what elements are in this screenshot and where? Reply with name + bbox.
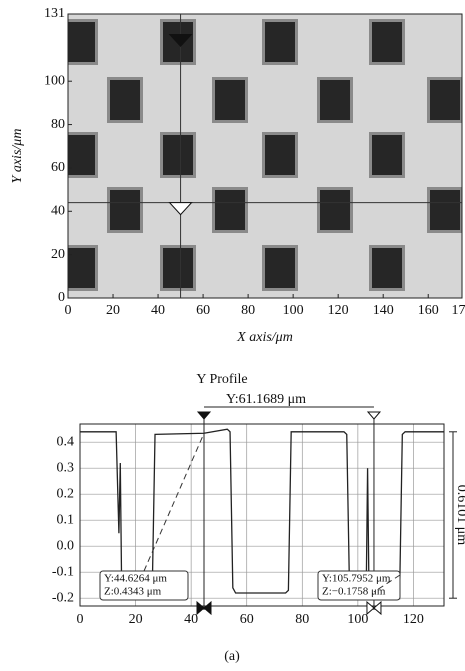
annotation-text: Y:44.6264 μm xyxy=(104,573,167,585)
x-tick-label: 0 xyxy=(65,303,72,318)
x-tick-label: 120 xyxy=(403,612,424,627)
square xyxy=(320,80,350,120)
y-tick-label: 20 xyxy=(51,247,65,262)
x-tick-label: 60 xyxy=(196,303,210,318)
square xyxy=(265,22,295,62)
square xyxy=(65,22,95,62)
figure: (a) 0 20 40 60 80 100 120 140 160 175 0 20 40 60 80 100… xyxy=(0,0,465,671)
y-tick-label: 40 xyxy=(51,204,65,219)
x-tick-label: 80 xyxy=(241,303,255,318)
square xyxy=(65,135,95,175)
y-tick-label: 0.3 xyxy=(57,460,75,475)
x-tick-label: 175 xyxy=(452,303,465,318)
square xyxy=(320,190,350,230)
y-tick-label: 0.4 xyxy=(57,434,75,449)
y-axis-label: Y axis/μm xyxy=(10,129,25,184)
square xyxy=(265,248,295,288)
x-tick-label: 20 xyxy=(106,303,120,318)
square xyxy=(215,190,245,230)
x-tick-label: 120 xyxy=(328,303,349,318)
x-tick-label: 80 xyxy=(295,612,309,627)
chart-subtitle: Y:61.1689 μm xyxy=(226,392,306,407)
y-tick-label: 60 xyxy=(51,160,65,175)
cursor-marker-top xyxy=(198,412,210,419)
x-tick-label: 0 xyxy=(77,612,84,627)
x-tick-label: 40 xyxy=(184,612,198,627)
x-tick-label: 160 xyxy=(418,303,439,318)
x-axis-label: X axis/μm xyxy=(236,330,293,345)
square xyxy=(430,80,460,120)
x-tick-label: 140 xyxy=(373,303,394,318)
range-label: 0.6101 μm xyxy=(454,485,465,546)
y-tick-label: 0.2 xyxy=(57,486,75,501)
square xyxy=(110,190,140,230)
square xyxy=(65,248,95,288)
x-tick-label: 40 xyxy=(151,303,165,318)
square xyxy=(372,22,402,62)
square xyxy=(163,248,193,288)
cursor-marker-top xyxy=(368,412,380,419)
y-tick-label: 100 xyxy=(44,73,65,88)
x-tick-label: 100 xyxy=(347,612,368,627)
annotation-leader xyxy=(144,433,204,571)
square xyxy=(265,135,295,175)
annotation-text: Z:0.4343 μm xyxy=(104,586,162,598)
y-tick-label: 0 xyxy=(58,290,65,305)
x-tick-label: 100 xyxy=(283,303,304,318)
square xyxy=(110,80,140,120)
x-tick-label: 60 xyxy=(240,612,254,627)
annotation-text: Y:105.7952 μm xyxy=(322,573,391,585)
x-tick-label: 20 xyxy=(129,612,143,627)
square xyxy=(163,135,193,175)
square xyxy=(430,190,460,230)
y-tick-label: 80 xyxy=(51,117,65,132)
chart-title: Y Profile xyxy=(196,372,247,387)
y-tick-label: -0.1 xyxy=(52,564,74,579)
square xyxy=(372,135,402,175)
y-tick-label: 0.0 xyxy=(57,538,75,553)
y-tick-label: 131 xyxy=(44,6,65,21)
y-tick-label: 0.1 xyxy=(57,512,75,527)
square xyxy=(372,248,402,288)
caption: (a) xyxy=(224,649,240,664)
annotation-text: Z:−0.1758 μm xyxy=(322,586,386,598)
square xyxy=(215,80,245,120)
y-tick-label: -0.2 xyxy=(52,590,74,605)
